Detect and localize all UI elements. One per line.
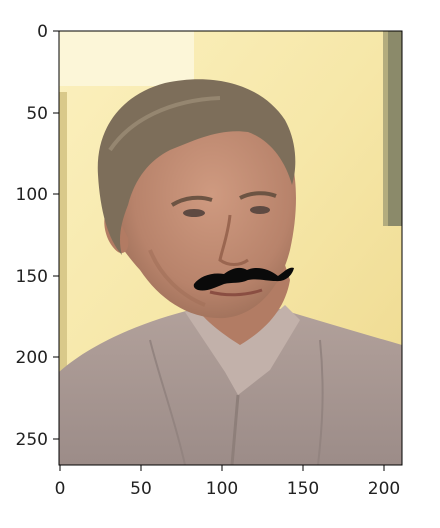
y-tick-label: 200 [16,348,48,368]
x-tick-label: 150 [287,479,319,499]
y-axis [53,30,59,440]
mustache-overlay [193,267,294,291]
hair [97,79,296,255]
axes-frame [58,30,403,466]
eyebrow-right [239,191,277,200]
x-tick-label: 0 [55,479,66,499]
y-tick-label: 50 [26,104,48,124]
x-tick-label: 200 [368,479,400,499]
eye-left [183,209,205,217]
y-tick-label: 250 [16,430,48,450]
nose [218,214,249,266]
x-axis [59,465,385,471]
x-tick-label: 100 [206,479,238,499]
photo [59,31,402,465]
door-frame [59,92,67,372]
eyebrow-left [170,195,213,207]
eye-right [250,206,270,214]
y-tick-label: 0 [37,22,48,42]
mouth [209,288,263,297]
x-tick-label: 50 [130,479,152,499]
shirt-collar [185,305,300,395]
y-tick-label: 150 [16,267,48,287]
shirt [59,300,402,465]
right-frame [387,31,402,226]
y-tick-label: 100 [16,185,48,205]
window-highlight [59,31,194,86]
